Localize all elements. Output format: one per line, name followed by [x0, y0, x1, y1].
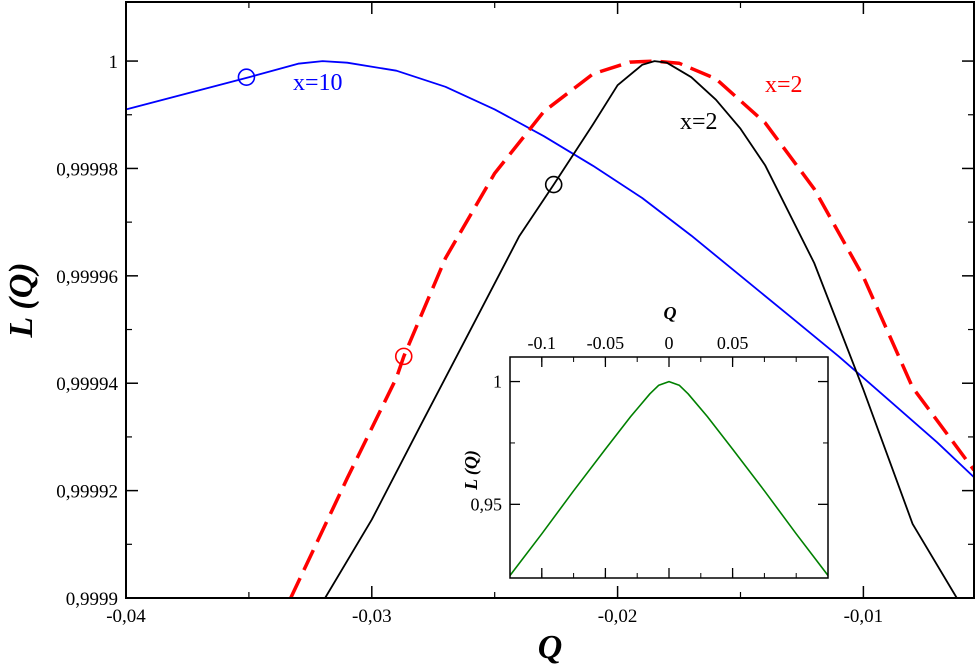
y-tick-label: 1	[109, 52, 119, 73]
series-marker-2	[544, 175, 563, 194]
series-line-2	[324, 60, 958, 598]
series-line-0	[126, 60, 974, 478]
inset-x-tick-label: 0	[665, 333, 674, 353]
inset-background	[510, 357, 828, 578]
inset-series-line-0	[510, 380, 828, 576]
series-label-x10: x=10	[293, 70, 343, 96]
y-tick-label: 0,99998	[56, 159, 118, 180]
inset-y-axis-title: L (Q)	[461, 450, 482, 491]
y-tick-label: 0,99994	[56, 374, 118, 395]
series-label-x2-red: x=2	[765, 72, 803, 98]
main-y-axis-title: L (Q)	[3, 262, 40, 338]
inset-y-tick-label: 1	[493, 372, 502, 392]
main-markers-group	[237, 68, 563, 366]
inset-x-tick-label: -0.1	[528, 333, 557, 353]
series-label-x2-black: x=2	[680, 109, 718, 135]
y-tick-label: 0,9999	[66, 589, 118, 610]
inset-y-tick-label: 0,95	[471, 494, 503, 514]
x-tick-label: -0,01	[844, 606, 884, 627]
inset-series-group	[510, 380, 828, 576]
inset-x-tick-label: -0.05	[587, 333, 625, 353]
inset-y-ticks: 0,95 1	[471, 372, 828, 514]
main-x-ticks: -0,04 -0,03 -0,02 -0,01	[106, 2, 883, 627]
y-tick-label: 0,99992	[56, 482, 118, 503]
y-tick-label: 0,99996	[56, 267, 118, 288]
main-y-ticks: 0,9999 0,99992 0,99994 0,99996 0,99998 1	[56, 52, 974, 610]
inset-plot: -0.1 -0.05 0 0.05 0,95 1 Q L (Q)	[461, 303, 829, 579]
main-plot: -0,04 -0,03 -0,02 -0,01 0,99990,999920,9999…	[3, 1, 975, 666]
main-x-axis-title: Q	[538, 629, 563, 666]
inset-x-tick-label: 0.05	[717, 333, 749, 353]
inset-x-ticks: -0.1 -0.05 0 0.05	[528, 333, 797, 578]
x-tick-label: -0,03	[352, 606, 392, 627]
series-marker-1	[394, 347, 413, 366]
inset-x-axis-title: Q	[664, 303, 677, 323]
series-marker-0	[237, 68, 256, 86]
x-tick-label: -0,04	[106, 606, 146, 627]
x-tick-label: -0,02	[598, 606, 638, 627]
main-plot-frame	[125, 1, 975, 599]
